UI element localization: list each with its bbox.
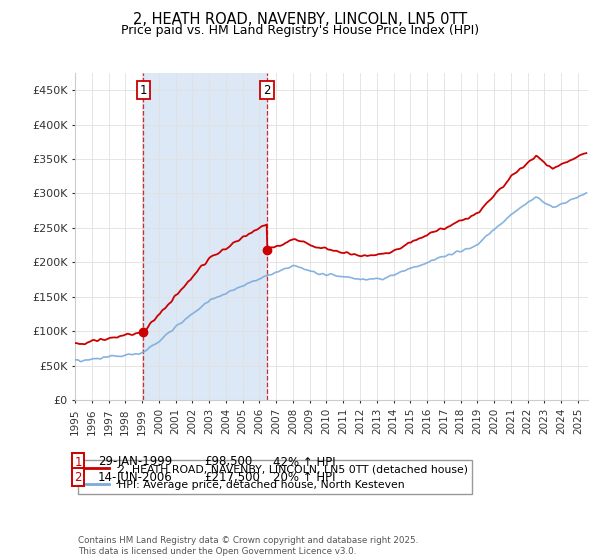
Text: 1: 1	[74, 455, 82, 469]
Text: 2: 2	[74, 470, 82, 484]
Text: £217,500: £217,500	[204, 470, 260, 484]
Text: 20% ↑ HPI: 20% ↑ HPI	[273, 470, 335, 484]
Legend: 2, HEATH ROAD, NAVENBY, LINCOLN, LN5 0TT (detached house), HPI: Average price, d: 2, HEATH ROAD, NAVENBY, LINCOLN, LN5 0TT…	[78, 460, 472, 494]
Text: 1: 1	[140, 83, 147, 96]
Text: 29-JAN-1999: 29-JAN-1999	[98, 455, 172, 469]
Text: 2: 2	[263, 83, 271, 96]
Bar	[143, 73, 267, 400]
Text: 2, HEATH ROAD, NAVENBY, LINCOLN, LN5 0TT: 2, HEATH ROAD, NAVENBY, LINCOLN, LN5 0TT	[133, 12, 467, 27]
Text: Price paid vs. HM Land Registry's House Price Index (HPI): Price paid vs. HM Land Registry's House …	[121, 24, 479, 36]
Text: 14-JUN-2006: 14-JUN-2006	[98, 470, 173, 484]
Text: £98,500: £98,500	[204, 455, 252, 469]
Text: Contains HM Land Registry data © Crown copyright and database right 2025.
This d: Contains HM Land Registry data © Crown c…	[78, 536, 418, 556]
Text: 42% ↑ HPI: 42% ↑ HPI	[273, 455, 335, 469]
